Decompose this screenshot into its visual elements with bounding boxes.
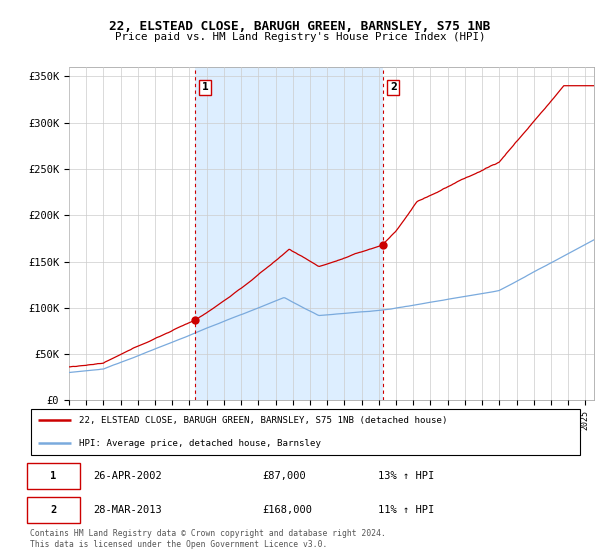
FancyBboxPatch shape [27,497,80,523]
Text: 1: 1 [50,471,56,481]
Text: Price paid vs. HM Land Registry's House Price Index (HPI): Price paid vs. HM Land Registry's House … [115,32,485,42]
Text: 2: 2 [390,82,397,92]
Text: 22, ELSTEAD CLOSE, BARUGH GREEN, BARNSLEY, S75 1NB (detached house): 22, ELSTEAD CLOSE, BARUGH GREEN, BARNSLE… [79,416,447,425]
Text: Contains HM Land Registry data © Crown copyright and database right 2024.
This d: Contains HM Land Registry data © Crown c… [30,529,386,549]
Text: 2: 2 [50,505,56,515]
Text: £87,000: £87,000 [262,471,305,481]
FancyBboxPatch shape [27,463,80,489]
Text: 26-APR-2002: 26-APR-2002 [94,471,162,481]
Text: HPI: Average price, detached house, Barnsley: HPI: Average price, detached house, Barn… [79,438,320,447]
Text: 1: 1 [202,82,209,92]
Bar [195,67,383,400]
Text: 13% ↑ HPI: 13% ↑ HPI [378,471,434,481]
Text: 11% ↑ HPI: 11% ↑ HPI [378,505,434,515]
Text: £168,000: £168,000 [262,505,312,515]
Text: 22, ELSTEAD CLOSE, BARUGH GREEN, BARNSLEY, S75 1NB: 22, ELSTEAD CLOSE, BARUGH GREEN, BARNSLE… [109,20,491,32]
FancyBboxPatch shape [31,409,580,455]
Text: 28-MAR-2013: 28-MAR-2013 [94,505,162,515]
